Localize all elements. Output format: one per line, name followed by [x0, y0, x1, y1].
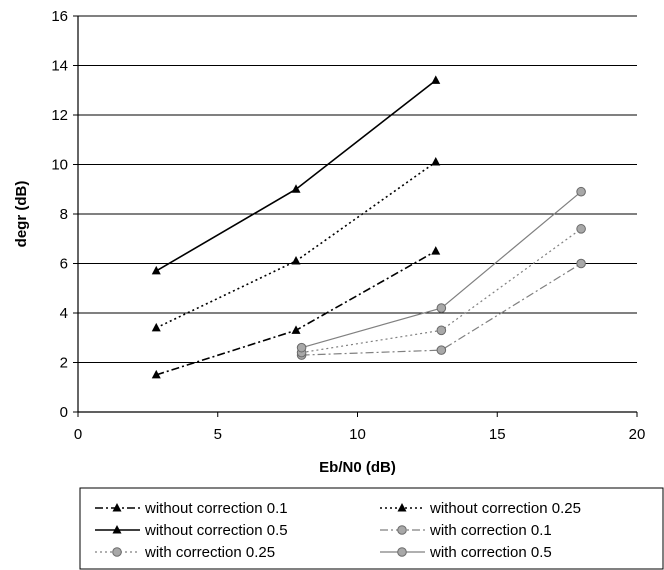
x-tick-label: 5: [214, 426, 222, 443]
x-tick-label: 10: [349, 426, 366, 443]
y-tick-label: 2: [60, 355, 68, 372]
legend-label: without correction 0.25: [429, 500, 581, 517]
y-tick-label: 14: [51, 58, 68, 75]
legend-circle-marker: [112, 547, 122, 557]
circle-marker: [436, 345, 447, 355]
legend-label: without correction 0.1: [144, 500, 288, 517]
legend-item: with correction 0.5: [380, 544, 552, 561]
triangle-marker: [291, 184, 301, 193]
legend-triangle-marker: [397, 503, 407, 512]
legend-triangle-marker: [112, 503, 122, 512]
triangle-marker: [291, 256, 301, 265]
y-tick-label: 4: [60, 305, 68, 322]
triangle-marker: [151, 369, 161, 379]
series-2: [151, 157, 441, 332]
y-tick-labels: 0 2 4 6 8 10 12 14 16: [51, 8, 78, 421]
triangle-marker: [151, 322, 161, 332]
legend-item: with correction 0.1: [380, 522, 552, 539]
series-6: [296, 186, 586, 353]
x-tick-label: 0: [74, 426, 82, 443]
triangle-marker: [431, 246, 441, 255]
circle-marker: [576, 224, 586, 234]
legend-item: with correction 0.25: [95, 544, 275, 561]
legend-item: without correction 0.5: [95, 522, 288, 539]
legend-label: with correction 0.1: [429, 522, 552, 539]
legend-label: with correction 0.25: [144, 544, 275, 561]
triangle-marker: [151, 265, 161, 275]
circle-marker: [576, 186, 586, 197]
series-1: [151, 246, 441, 379]
y-tick-label: 16: [51, 8, 68, 25]
legend-label: without correction 0.5: [144, 522, 288, 539]
triangle-marker: [431, 75, 441, 84]
series-layer: [151, 75, 586, 379]
circle-marker: [576, 258, 586, 269]
circle-marker: [436, 303, 447, 313]
x-tick-label: 20: [629, 426, 646, 443]
legend-item: without correction 0.25: [380, 500, 581, 517]
legend-box: [79, 487, 664, 570]
legend-label: with correction 0.5: [429, 544, 552, 561]
y-tick-label: 10: [51, 157, 68, 174]
series-line: [155, 161, 437, 329]
plot-grid: [78, 15, 637, 363]
y-tick-label: 0: [60, 404, 68, 421]
legend-circle-marker: [397, 547, 407, 557]
x-tick-labels: 0 5 10 15 20: [74, 412, 646, 443]
series-3: [151, 75, 441, 275]
y-tick-label: 6: [60, 256, 68, 273]
circle-marker: [436, 325, 447, 336]
circle-marker: [296, 342, 307, 353]
series-line: [301, 191, 582, 349]
series-line: [155, 79, 437, 272]
legend: without correction 0.1 without correction…: [79, 487, 664, 570]
x-axis-title: Eb/N0 (dB): [319, 459, 396, 476]
y-axis-title: degr (dB): [13, 181, 30, 248]
legend-triangle-marker: [112, 525, 122, 534]
y-tick-label: 12: [51, 107, 68, 124]
x-tick-label: 15: [489, 426, 506, 443]
triangle-marker: [291, 325, 301, 334]
legend-circle-marker: [397, 525, 407, 535]
y-tick-label: 8: [60, 206, 68, 223]
triangle-marker: [431, 157, 441, 166]
legend-item: without correction 0.1: [95, 500, 288, 517]
